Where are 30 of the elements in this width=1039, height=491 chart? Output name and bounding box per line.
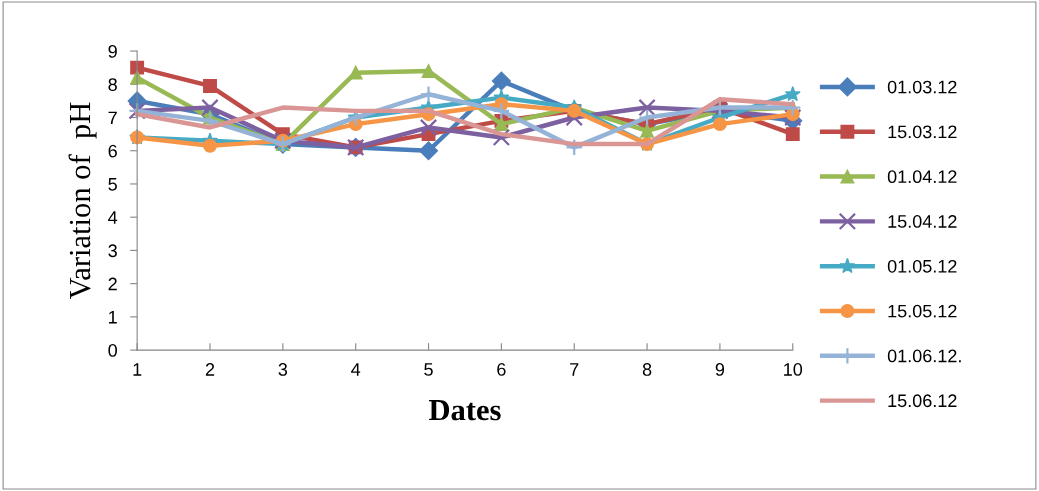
y-tick-label: 5 bbox=[108, 178, 117, 191]
x-tick-label: 1 bbox=[133, 363, 142, 376]
x-tick-label: 10 bbox=[784, 363, 803, 376]
y-tick-label: 7 bbox=[108, 111, 117, 125]
legend-label: 15.06.12 bbox=[888, 394, 957, 408]
legend-label: 15.03.12 bbox=[888, 125, 957, 139]
legend-label: 15.05.12 bbox=[888, 304, 957, 318]
y-tick-label: 6 bbox=[108, 144, 117, 158]
y-tick-label: 4 bbox=[108, 211, 118, 224]
y-tick-label: 9 bbox=[108, 45, 117, 58]
x-tick-label: 6 bbox=[497, 363, 506, 376]
x-axis-title: Dates bbox=[429, 400, 501, 421]
legend-label: 15.04.12 bbox=[888, 215, 957, 228]
y-tick-label: 3 bbox=[108, 244, 117, 258]
x-tick-label: 8 bbox=[642, 363, 652, 376]
y-tick-label: 2 bbox=[108, 277, 117, 291]
x-tick-label: 7 bbox=[570, 363, 579, 376]
x-tick-label: 5 bbox=[424, 363, 433, 376]
legend-label: 01.04.12 bbox=[887, 170, 957, 184]
x-tick-label: 9 bbox=[715, 363, 725, 376]
y-axis-title: Variation of pH bbox=[68, 102, 97, 300]
x-tick-label: 3 bbox=[278, 363, 288, 376]
x-tick-label: 2 bbox=[205, 363, 215, 376]
legend-label: 01.03.12 bbox=[887, 80, 957, 94]
y-tick-label: 0 bbox=[108, 344, 117, 357]
legend-label: 01.05.12 bbox=[887, 259, 957, 273]
y-tick-label: 1 bbox=[109, 310, 117, 324]
x-tick-label: 4 bbox=[351, 363, 361, 376]
y-tick-label: 8 bbox=[108, 78, 117, 92]
legend-label: 01.06.12. bbox=[887, 349, 961, 363]
